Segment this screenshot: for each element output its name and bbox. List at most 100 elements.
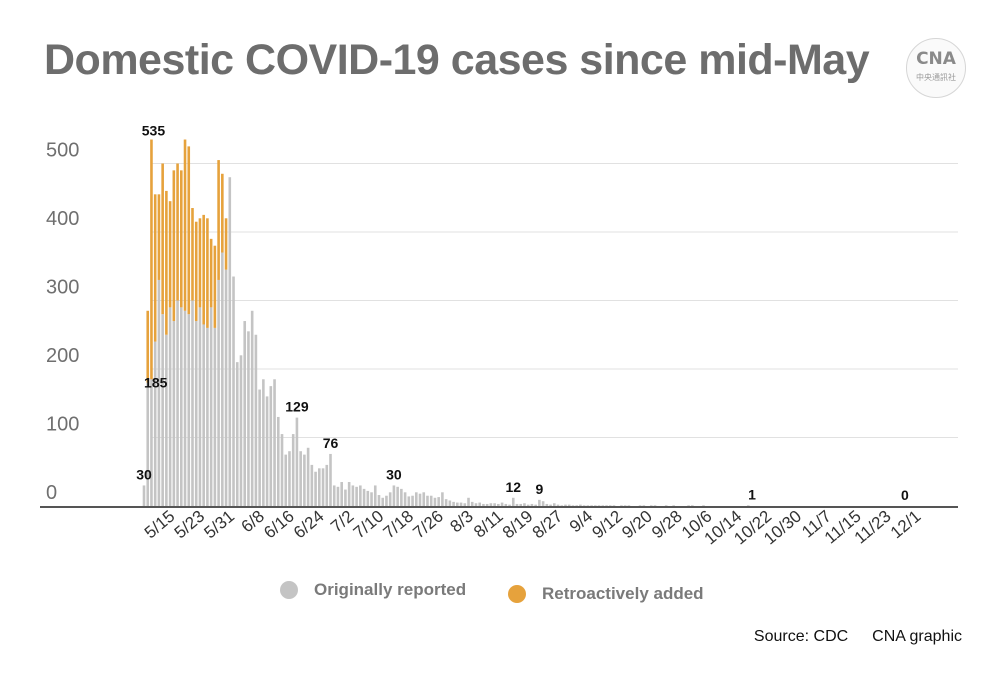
bar-originally-reported	[194, 321, 198, 506]
bar-originally-reported	[687, 505, 690, 506]
x-tick-label: 5/15	[141, 507, 179, 543]
bar-originally-reported	[355, 486, 358, 506]
bar-originally-reported	[567, 504, 571, 506]
bar-originally-reported	[627, 505, 631, 506]
bar-originally-reported	[153, 341, 157, 506]
bar-originally-reported	[575, 505, 578, 506]
bar-originally-reported	[306, 447, 310, 506]
bar-retroactively-added	[191, 208, 194, 301]
bar-originally-reported	[612, 505, 616, 506]
bar-originally-reported	[187, 314, 191, 506]
bar-retroactively-added	[157, 194, 161, 280]
bar-originally-reported	[142, 485, 146, 506]
bar-originally-reported	[403, 492, 407, 506]
bar-originally-reported	[564, 504, 567, 506]
bar-originally-reported	[269, 386, 273, 506]
bar-originally-reported	[310, 464, 314, 506]
bar-originally-reported	[303, 454, 306, 506]
bar-originally-reported	[411, 495, 414, 506]
bar-originally-reported	[157, 279, 161, 506]
bar-originally-reported	[206, 327, 209, 506]
data-label: 535	[142, 123, 166, 139]
y-tick-label: 500	[46, 140, 79, 162]
bar-originally-reported	[500, 502, 504, 506]
bar-originally-reported	[515, 503, 519, 506]
y-tick-label: 300	[46, 277, 79, 299]
bar-originally-reported	[702, 505, 705, 506]
bar-originally-reported	[553, 503, 556, 506]
bar-originally-reported	[448, 500, 452, 506]
bar-originally-reported	[176, 300, 179, 506]
bar-originally-reported	[146, 382, 150, 506]
bar-originally-reported	[605, 505, 608, 506]
y-tick-label: 0	[46, 482, 57, 504]
bar-originally-reported	[672, 505, 675, 506]
bar-originally-reported	[373, 485, 377, 506]
x-tick-label: 8/11	[470, 507, 507, 542]
legend: Originally reported Retroactively added	[280, 580, 740, 610]
bar-originally-reported	[273, 379, 276, 506]
bar-originally-reported	[534, 504, 537, 506]
bar-retroactively-added	[209, 238, 213, 308]
data-label: 185	[144, 374, 168, 390]
bar-retroactively-added	[213, 245, 217, 328]
bar-originally-reported	[638, 505, 642, 506]
bar-originally-reported	[284, 454, 288, 506]
x-tick-label: 5/31	[201, 507, 239, 543]
bar-originally-reported	[217, 279, 220, 506]
bar-originally-reported	[221, 252, 224, 506]
x-tick-label: 8/19	[499, 507, 537, 543]
bar-originally-reported	[418, 493, 422, 506]
bar-retroactively-added	[161, 163, 164, 315]
bar-originally-reported	[538, 499, 541, 506]
data-label: 30	[386, 466, 402, 482]
x-tick-label: 6/24	[290, 507, 328, 543]
bar-originally-reported	[482, 503, 485, 506]
bar-retroactively-added	[146, 310, 150, 383]
credit-text: CNA graphic	[872, 628, 962, 645]
bar-retroactively-added	[202, 214, 205, 325]
bar-retroactively-added	[150, 139, 153, 380]
bar-originally-reported	[541, 501, 545, 506]
bar-originally-reported	[232, 276, 235, 506]
x-tick-label: 6/16	[260, 507, 298, 543]
bar-originally-reported	[560, 505, 564, 506]
bar-originally-reported	[385, 495, 388, 506]
bar-originally-reported	[332, 485, 336, 506]
bar-originally-reported	[444, 499, 448, 506]
data-label: 129	[285, 399, 309, 415]
data-label: 9	[535, 481, 543, 497]
data-label: 76	[323, 435, 339, 451]
chart-title: Domestic COVID-19 cases since mid-May	[44, 36, 870, 84]
legend-label: Retroactively added	[542, 584, 704, 603]
bar-originally-reported	[198, 307, 202, 506]
logo-subtext: 中央通訊社	[916, 73, 956, 82]
bar-originally-reported	[239, 355, 243, 506]
bar-retroactively-added	[180, 170, 183, 308]
bar-originally-reported	[381, 497, 385, 506]
bar-originally-reported	[642, 505, 646, 506]
x-tick-label: 9/20	[618, 507, 656, 543]
bar-originally-reported	[433, 497, 437, 506]
bar-originally-reported	[396, 486, 399, 506]
bar-originally-reported	[291, 434, 295, 506]
bar-originally-reported	[340, 482, 343, 506]
bar-originally-reported	[351, 485, 355, 506]
x-tick-label: 12/1	[887, 507, 925, 543]
bar-originally-reported	[459, 502, 463, 506]
bar-originally-reported	[243, 321, 247, 506]
bar-originally-reported	[549, 504, 552, 506]
bar-retroactively-added	[206, 218, 209, 328]
bar-originally-reported	[429, 495, 433, 506]
bar-originally-reported	[370, 492, 373, 506]
x-tick-label: 9/28	[648, 507, 686, 543]
bar-originally-reported	[180, 307, 183, 506]
y-tick-label: 200	[46, 345, 79, 367]
bar-originally-reported	[400, 488, 403, 506]
bar-originally-reported	[489, 503, 493, 506]
bar-originally-reported	[299, 451, 302, 506]
bar-originally-reported	[414, 492, 418, 506]
data-label: 0	[901, 487, 909, 503]
bar-originally-reported	[161, 314, 164, 506]
bar-originally-reported	[276, 416, 280, 506]
